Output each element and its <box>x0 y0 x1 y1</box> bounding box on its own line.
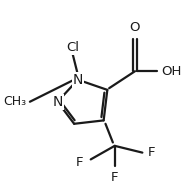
Text: F: F <box>76 156 83 169</box>
Text: F: F <box>111 171 119 184</box>
Text: CH₃: CH₃ <box>3 95 26 108</box>
Text: O: O <box>130 21 140 34</box>
Text: OH: OH <box>161 65 181 78</box>
Text: N: N <box>52 95 63 109</box>
Text: Cl: Cl <box>66 41 79 54</box>
Text: N: N <box>73 73 83 87</box>
Text: F: F <box>148 146 155 159</box>
